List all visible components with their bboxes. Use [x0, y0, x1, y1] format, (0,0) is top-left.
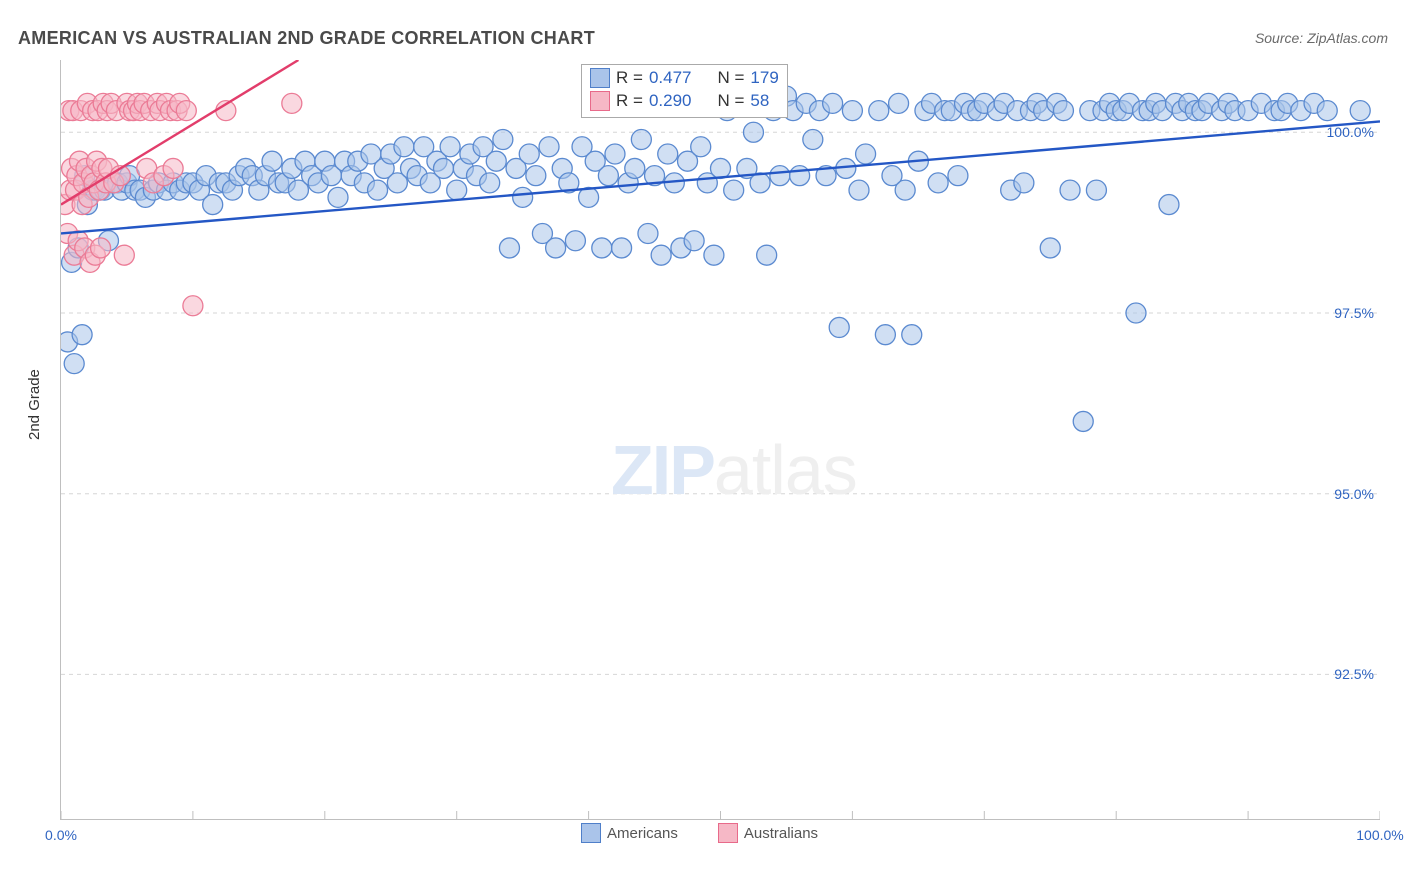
stats-r-prefix: R =	[616, 90, 643, 113]
stats-row-americans: R = 0.477 N = 179	[590, 67, 779, 90]
y-axis-label: 2nd Grade	[26, 369, 43, 440]
xtick-label: 100.0%	[1356, 827, 1403, 843]
chart-source: Source: ZipAtlas.com	[1255, 30, 1388, 46]
ytick-label: 97.5%	[1334, 305, 1374, 321]
stats-swatch-americans	[590, 68, 610, 88]
stats-r-australians: 0.290	[649, 90, 692, 113]
chart-header: AMERICAN VS AUSTRALIAN 2ND GRADE CORRELA…	[18, 18, 1388, 58]
stats-n-americans: 179	[750, 67, 778, 90]
legend: Americans Australians	[581, 823, 818, 843]
legend-item-americans: Americans	[581, 823, 678, 843]
stats-n-prefix: N =	[717, 90, 744, 113]
plot-area: ZIPatlas R = 0.477 N = 179 R = 0.290 N =…	[60, 60, 1380, 820]
xtick-label: 0.0%	[45, 827, 77, 843]
stats-r-americans: 0.477	[649, 67, 692, 90]
legend-item-australians: Australians	[718, 823, 818, 843]
legend-label-australians: Australians	[744, 825, 818, 842]
chart-title: AMERICAN VS AUSTRALIAN 2ND GRADE CORRELA…	[18, 28, 595, 49]
legend-label-americans: Americans	[607, 825, 678, 842]
stats-r-prefix: R =	[616, 67, 643, 90]
legend-swatch-australians	[718, 823, 738, 843]
stats-n-prefix: N =	[717, 67, 744, 90]
legend-swatch-americans	[581, 823, 601, 843]
ytick-label: 92.5%	[1334, 666, 1374, 682]
stats-n-australians: 58	[750, 90, 769, 113]
stats-row-australians: R = 0.290 N = 58	[590, 90, 779, 113]
stats-box: R = 0.477 N = 179 R = 0.290 N = 58	[581, 64, 788, 118]
stats-swatch-australians	[590, 91, 610, 111]
scatter-layer	[61, 60, 1380, 819]
ytick-label: 100.0%	[1327, 124, 1374, 140]
ytick-label: 95.0%	[1334, 486, 1374, 502]
